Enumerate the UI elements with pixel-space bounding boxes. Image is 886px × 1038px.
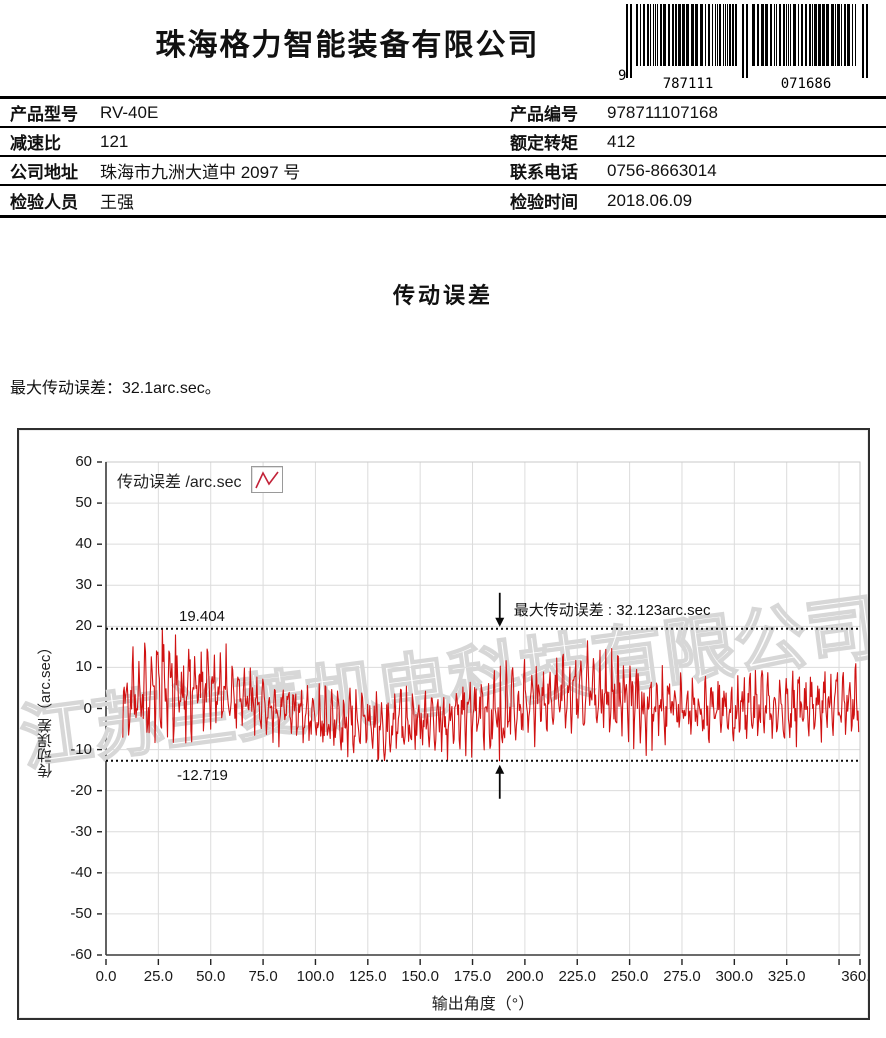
row-label-left: 减速比 bbox=[10, 134, 61, 153]
row-value-left: 121 bbox=[100, 131, 129, 151]
row-label-left: 检验人员 bbox=[10, 193, 78, 212]
y-tick-label: 20 bbox=[75, 617, 92, 635]
barcode-group2: 071686 bbox=[781, 76, 832, 92]
threshold-label-upper: 19.404 bbox=[179, 607, 225, 625]
chart-curve-layer bbox=[122, 628, 860, 762]
x-tick-label: 50.0 bbox=[196, 968, 226, 985]
row-label-right: 产品编号 bbox=[510, 105, 578, 124]
x-tick-label: 125.0 bbox=[349, 968, 387, 985]
barcode: 9 787111 071686 bbox=[616, 4, 880, 92]
y-tick-label: -40 bbox=[70, 863, 92, 881]
y-tick-label: 30 bbox=[75, 576, 92, 594]
y-tick-label: 10 bbox=[75, 658, 92, 676]
x-tick-label: 0.0 bbox=[95, 968, 117, 985]
row-label-left: 产品型号 bbox=[10, 105, 78, 124]
barcode-bars: 9 787111 071686 bbox=[618, 4, 868, 92]
barcode-lead-digit: 9 bbox=[618, 68, 626, 84]
legend-label: 传动误差 /arc.sec bbox=[117, 473, 242, 491]
barcode-group1: 787111 bbox=[663, 76, 714, 92]
row-value-right: 412 bbox=[607, 131, 636, 151]
chart-annotation-layer bbox=[106, 592, 860, 799]
chart-grid-layer bbox=[97, 461, 861, 965]
row-value-right: 978711107168 bbox=[607, 102, 718, 122]
info-table: 产品型号 RV-40E 产品编号 978711107168 减速比 121 额定转矩 412 公… bbox=[0, 96, 886, 218]
x-axis-title: 输出角度（°） bbox=[431, 996, 535, 1013]
y-tick-label: -30 bbox=[70, 822, 92, 840]
row-value-left: 王强 bbox=[100, 193, 134, 212]
x-tick-label: 25.0 bbox=[143, 968, 173, 985]
threshold-label-lower: -12.719 bbox=[177, 766, 228, 784]
x-tick-label: 175.0 bbox=[453, 968, 492, 985]
page-title: 传动误差 bbox=[392, 283, 493, 308]
row-value-left: RV-40E bbox=[100, 102, 159, 122]
x-tick-label: 360.0 bbox=[841, 968, 868, 985]
x-tick-label: 200.0 bbox=[506, 968, 544, 985]
row-value-right: 0756-8663014 bbox=[607, 160, 717, 180]
table-row: 减速比 121 额定转矩 412 bbox=[0, 128, 886, 157]
legend-swatch bbox=[251, 466, 284, 493]
y-tick-label: 50 bbox=[75, 494, 92, 512]
x-tick-label: 250.0 bbox=[610, 968, 649, 985]
y-tick-label: -10 bbox=[70, 740, 92, 758]
y-tick-label: 60 bbox=[75, 453, 92, 470]
row-value-left: 珠海市九洲大道中 2097 号 bbox=[100, 163, 301, 182]
y-tick-label: 40 bbox=[75, 535, 92, 553]
chart-legend: 传动误差 /arc.sec bbox=[117, 466, 284, 493]
x-tick-label: 325.0 bbox=[767, 968, 806, 985]
x-tick-label: 100.0 bbox=[296, 968, 335, 985]
x-tick-label: 150.0 bbox=[401, 968, 439, 985]
row-label-right: 联系电话 bbox=[510, 163, 578, 182]
x-tick-label: 275.0 bbox=[663, 968, 701, 985]
row-value-right: 2018.06.09 bbox=[607, 190, 693, 210]
row-label-right: 检验时间 bbox=[510, 193, 578, 212]
line-series-icon bbox=[255, 471, 280, 489]
y-tick-label: 0 bbox=[83, 699, 92, 717]
company-name: 珠海格力智能装备有限公司 bbox=[155, 29, 540, 62]
y-tick-label: -20 bbox=[70, 781, 92, 799]
x-tick-label: 300.0 bbox=[715, 968, 754, 985]
y-tick-label: -50 bbox=[70, 904, 92, 922]
chart-panel: 江苏兰菱机电科技有限公司 传动误差 /arc.sec 传动误差（arc.sec）… bbox=[17, 428, 870, 1020]
y-tick-label: -60 bbox=[70, 946, 92, 963]
row-label-right: 额定转矩 bbox=[510, 134, 578, 153]
table-row: 公司地址 珠海市九洲大道中 2097 号 联系电话 0756-8663014 bbox=[0, 157, 886, 186]
max-error-note: 最大传动误差：32.1arc.sec。 bbox=[10, 380, 221, 397]
x-tick-label: 75.0 bbox=[248, 968, 278, 985]
row-label-left: 公司地址 bbox=[10, 163, 78, 182]
table-row: 检验人员 王强 检验时间 2018.06.09 bbox=[0, 186, 886, 215]
x-tick-label: 225.0 bbox=[558, 968, 597, 985]
max-error-annotation: 最大传动误差 : 32.123arc.sec bbox=[513, 601, 711, 619]
table-row: 产品型号 RV-40E 产品编号 978711107168 bbox=[0, 99, 886, 128]
